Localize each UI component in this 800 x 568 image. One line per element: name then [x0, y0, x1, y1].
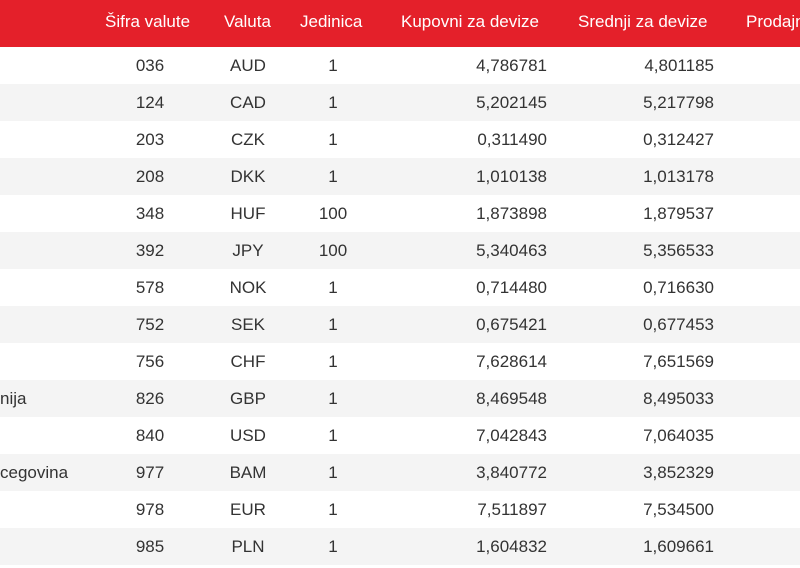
- middle-rate-cell: 8,495033: [643, 389, 714, 408]
- currency-code-cell: 203: [135, 130, 165, 149]
- currency-cell: EUR: [230, 500, 266, 519]
- buying-rate-cell: 7,628614: [476, 352, 547, 371]
- table-row: nija 826 GBP 1 8,469548 8,495033: [0, 380, 800, 417]
- unit-cell: 100: [318, 241, 348, 260]
- table-row: 208 DKK 1 1,010138 1,013178: [0, 158, 800, 195]
- table-row: cegovina 977 BAM 1 3,840772 3,852329: [0, 454, 800, 491]
- middle-rate-cell: 5,356533: [643, 241, 714, 260]
- currency-cell: USD: [230, 426, 266, 445]
- middle-rate-cell: 4,801185: [644, 56, 714, 75]
- buying-rate-cell: 1,873898: [476, 204, 547, 223]
- header-buying-rate[interactable]: Kupovni za devize: [401, 12, 539, 31]
- currency-code-cell: 826: [135, 389, 165, 408]
- buying-rate-cell: 0,311490: [477, 130, 547, 149]
- currency-code-cell: 756: [135, 352, 165, 371]
- currency-code-cell: 752: [135, 315, 165, 334]
- table-row: 036 AUD 1 4,786781 4,801185: [0, 47, 800, 84]
- unit-cell: 1: [328, 167, 338, 186]
- middle-rate-cell: 5,217798: [643, 93, 714, 112]
- currency-code-cell: 036: [135, 56, 165, 75]
- currency-code-cell: 348: [135, 204, 165, 223]
- currency-cell: AUD: [230, 56, 266, 75]
- buying-rate-cell: 0,714480: [476, 278, 547, 297]
- unit-cell: 1: [328, 278, 338, 297]
- unit-cell: 1: [328, 500, 338, 519]
- unit-cell: 1: [328, 56, 338, 75]
- buying-rate-cell: 4,786781: [476, 56, 547, 75]
- table-row: 978 EUR 1 7,511897 7,534500: [0, 491, 800, 528]
- table-row: 392 JPY 100 5,340463 5,356533: [0, 232, 800, 269]
- currency-code-cell: 392: [135, 241, 165, 260]
- currency-code-cell: 985: [135, 537, 165, 556]
- table-row: 203 CZK 1 0,311490 0,312427: [0, 121, 800, 158]
- unit-cell: 1: [328, 130, 338, 149]
- unit-cell: 1: [328, 426, 338, 445]
- header-currency[interactable]: Valuta: [224, 12, 271, 31]
- header-selling-rate[interactable]: Prodajn: [746, 12, 800, 31]
- currency-cell: GBP: [230, 389, 266, 408]
- currency-cell: CHF: [230, 352, 266, 371]
- currency-cell: JPY: [232, 241, 264, 260]
- middle-rate-cell: 7,064035: [643, 426, 714, 445]
- table-row: 752 SEK 1 0,675421 0,677453: [0, 306, 800, 343]
- table-header: Šifra valute Valuta Jedinica Kupovni za …: [0, 0, 800, 47]
- table-row: 756 CHF 1 7,628614 7,651569: [0, 343, 800, 380]
- currency-cell: DKK: [230, 167, 266, 186]
- buying-rate-cell: 1,604832: [476, 537, 547, 556]
- buying-rate-cell: 5,202145: [476, 93, 547, 112]
- unit-cell: 1: [328, 315, 338, 334]
- table-row: 124 CAD 1 5,202145 5,217798: [0, 84, 800, 121]
- header-middle-rate[interactable]: Srednji za devize: [578, 12, 708, 31]
- currency-code-cell: 578: [135, 278, 165, 297]
- middle-rate-cell: 7,534500: [643, 500, 714, 519]
- unit-cell: 1: [328, 93, 338, 112]
- currency-cell: SEK: [230, 315, 266, 334]
- header-currency-code[interactable]: Šifra valute: [105, 12, 191, 31]
- currency-code-cell: 978: [135, 500, 165, 519]
- middle-rate-cell: 0,677453: [643, 315, 714, 334]
- table-row: 578 NOK 1 0,714480 0,716630: [0, 269, 800, 306]
- currency-code-cell: 840: [135, 426, 165, 445]
- middle-rate-cell: 3,852329: [643, 463, 714, 482]
- unit-cell: 100: [318, 204, 348, 223]
- currency-code-cell: 124: [135, 93, 165, 112]
- unit-cell: 1: [328, 389, 338, 408]
- buying-rate-cell: 7,042843: [476, 426, 547, 445]
- middle-rate-cell: 1,879537: [643, 204, 714, 223]
- currency-code-cell: 208: [135, 167, 165, 186]
- middle-rate-cell: 1,609661: [643, 537, 714, 556]
- unit-cell: 1: [328, 537, 338, 556]
- unit-cell: 1: [328, 463, 338, 482]
- table-row: 985 PLN 1 1,604832 1,609661: [0, 528, 800, 565]
- middle-rate-cell: 0,312427: [643, 130, 714, 149]
- middle-rate-cell: 7,651569: [643, 352, 714, 371]
- country-cell: nija: [0, 389, 27, 408]
- currency-cell: BAM: [229, 463, 267, 482]
- middle-rate-cell: 1,013178: [643, 167, 714, 186]
- buying-rate-cell: 1,010138: [476, 167, 547, 186]
- table-row: 348 HUF 100 1,873898 1,879537: [0, 195, 800, 232]
- currency-cell: CZK: [231, 130, 265, 149]
- buying-rate-cell: 0,675421: [476, 315, 547, 334]
- currency-cell: PLN: [231, 537, 265, 556]
- currency-cell: HUF: [230, 204, 266, 223]
- middle-rate-cell: 0,716630: [643, 278, 714, 297]
- currency-code-cell: 977: [135, 463, 165, 482]
- buying-rate-cell: 7,511897: [477, 500, 547, 519]
- currency-cell: NOK: [229, 278, 267, 297]
- table-body: 036 AUD 1 4,786781 4,801185 124 CAD 1 5,202145 5,…: [0, 47, 800, 565]
- country-cell: cegovina: [0, 463, 69, 482]
- buying-rate-cell: 3,840772: [476, 463, 547, 482]
- buying-rate-cell: 8,469548: [476, 389, 547, 408]
- unit-cell: 1: [328, 352, 338, 371]
- table-row: 840 USD 1 7,042843 7,064035: [0, 417, 800, 454]
- currency-cell: CAD: [230, 93, 266, 112]
- buying-rate-cell: 5,340463: [476, 241, 547, 260]
- header-unit[interactable]: Jedinica: [300, 12, 363, 31]
